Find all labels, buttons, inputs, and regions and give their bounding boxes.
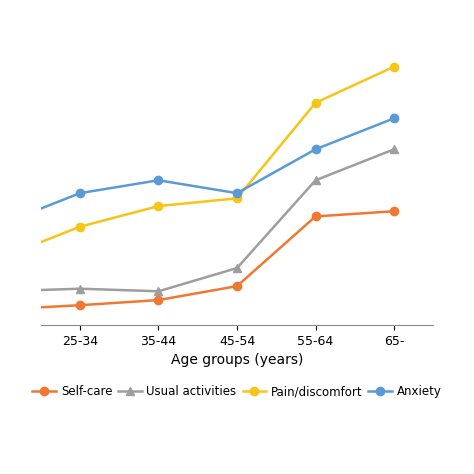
Line: Usual activities: Usual activities (0, 145, 398, 295)
Anxiety (155, 177, 161, 183)
Anxiety (391, 116, 397, 121)
Line: Pain/discomfort: Pain/discomfort (0, 63, 398, 262)
X-axis label: Age groups (years): Age groups (years) (171, 353, 303, 367)
Pain/discomfort (234, 195, 240, 201)
Usual activities (313, 177, 319, 183)
Pain/discomfort (391, 64, 397, 70)
Line: Anxiety: Anxiety (0, 114, 398, 228)
Usual activities (155, 289, 161, 294)
Usual activities (234, 265, 240, 271)
Legend: Self-care, Usual activities, Pain/discomfort, Anxiety: Self-care, Usual activities, Pain/discom… (27, 380, 447, 403)
Pain/discomfort (0, 255, 4, 261)
Anxiety (77, 191, 83, 196)
Self-care (234, 283, 240, 289)
Self-care (313, 214, 319, 219)
Anxiety (234, 191, 240, 196)
Anxiety (313, 146, 319, 152)
Usual activities (0, 289, 4, 294)
Pain/discomfort (155, 203, 161, 209)
Usual activities (391, 146, 397, 152)
Self-care (0, 307, 4, 312)
Pain/discomfort (77, 224, 83, 229)
Self-care (155, 297, 161, 303)
Line: Self-care: Self-care (0, 207, 398, 313)
Anxiety (0, 221, 4, 227)
Pain/discomfort (313, 100, 319, 106)
Self-care (391, 209, 397, 214)
Usual activities (77, 286, 83, 292)
Self-care (77, 302, 83, 308)
